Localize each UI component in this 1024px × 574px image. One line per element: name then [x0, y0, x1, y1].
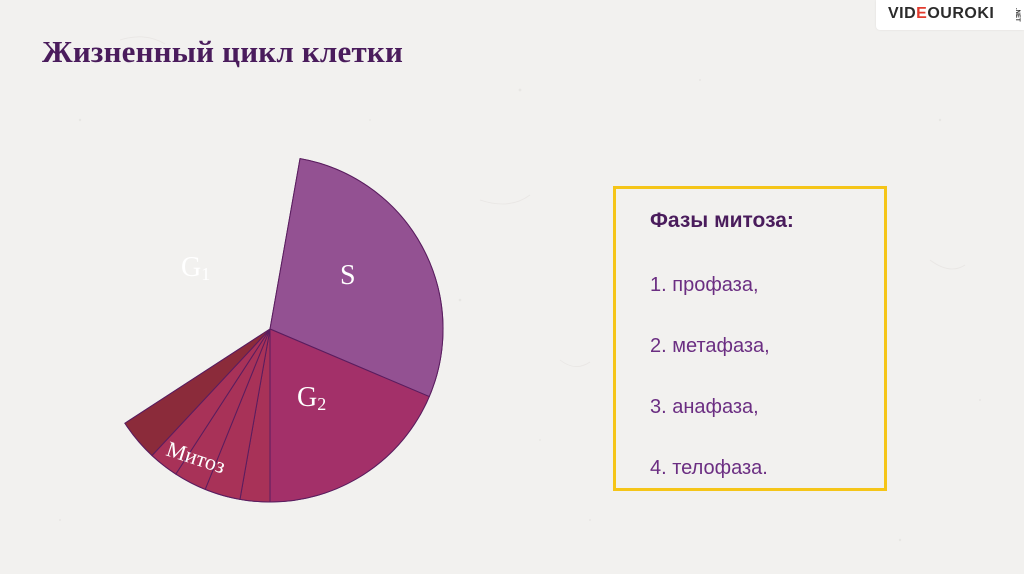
brand-logo: VIDEOUROKI	[888, 5, 995, 22]
label-g1: G1	[181, 252, 210, 284]
phases-heading: Фазы митоза:	[650, 209, 794, 232]
sector-s	[269, 158, 444, 398]
label-g2: G2	[297, 382, 326, 414]
phase-item-anaphase: 3. анафаза,	[650, 396, 759, 418]
phase-item-prophase: 1. профаза,	[650, 274, 759, 296]
pie-sectors	[124, 158, 444, 503]
brand-tld: .NET	[1014, 8, 1020, 22]
phase-item-metaphase: 2. метафаза,	[650, 335, 770, 357]
cell-cycle-pie: G1 S G2 Митоз	[124, 158, 444, 503]
phase-item-telophase: 4. телофаза.	[650, 457, 768, 479]
mitosis-phases-box: Фазы митоза: 1. профаза, 2. метафаза, 3.…	[613, 186, 887, 491]
brand-badge[interactable]: VIDEOUROKI .NET	[876, 0, 1024, 30]
page-title: Жизненный цикл клетки	[42, 34, 404, 69]
sector-g2	[269, 328, 430, 503]
sector-mitosis-5	[124, 328, 271, 457]
label-s: S	[340, 260, 356, 291]
phases-list: 1. профаза, 2. метафаза, 3. анафаза, 4. …	[650, 273, 770, 517]
